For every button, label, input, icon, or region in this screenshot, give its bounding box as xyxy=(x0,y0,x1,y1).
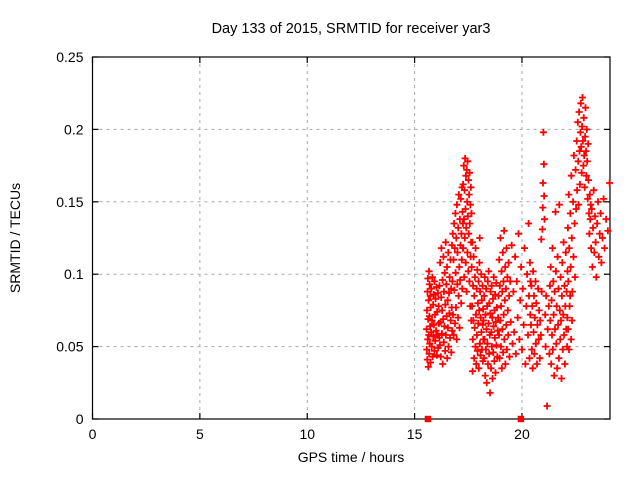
data-points-srmtid-points xyxy=(423,94,614,410)
x-tick-label: 15 xyxy=(407,426,423,442)
x-tick-label: 20 xyxy=(514,426,530,442)
data-point-square xyxy=(424,415,432,423)
x-tick-label: 5 xyxy=(196,426,204,442)
x-tick-label: 10 xyxy=(299,426,315,442)
y-tick-label: 0.15 xyxy=(56,194,83,210)
x-axis-label: GPS time / hours xyxy=(298,449,405,465)
y-tick-label: 0.2 xyxy=(64,121,84,137)
y-tick-label: 0 xyxy=(76,411,84,427)
x-tick-label: 0 xyxy=(89,426,97,442)
data-point-square xyxy=(517,415,525,423)
chart-title: Day 133 of 2015, SRMTID for receiver yar… xyxy=(212,21,491,37)
y-axis-label: SRMTID / TECUs xyxy=(7,183,23,293)
plot-border xyxy=(91,56,611,420)
y-tick-label: 0.25 xyxy=(56,49,83,65)
y-tick-label: 0.1 xyxy=(64,266,84,282)
y-tick-label: 0.05 xyxy=(56,339,83,355)
